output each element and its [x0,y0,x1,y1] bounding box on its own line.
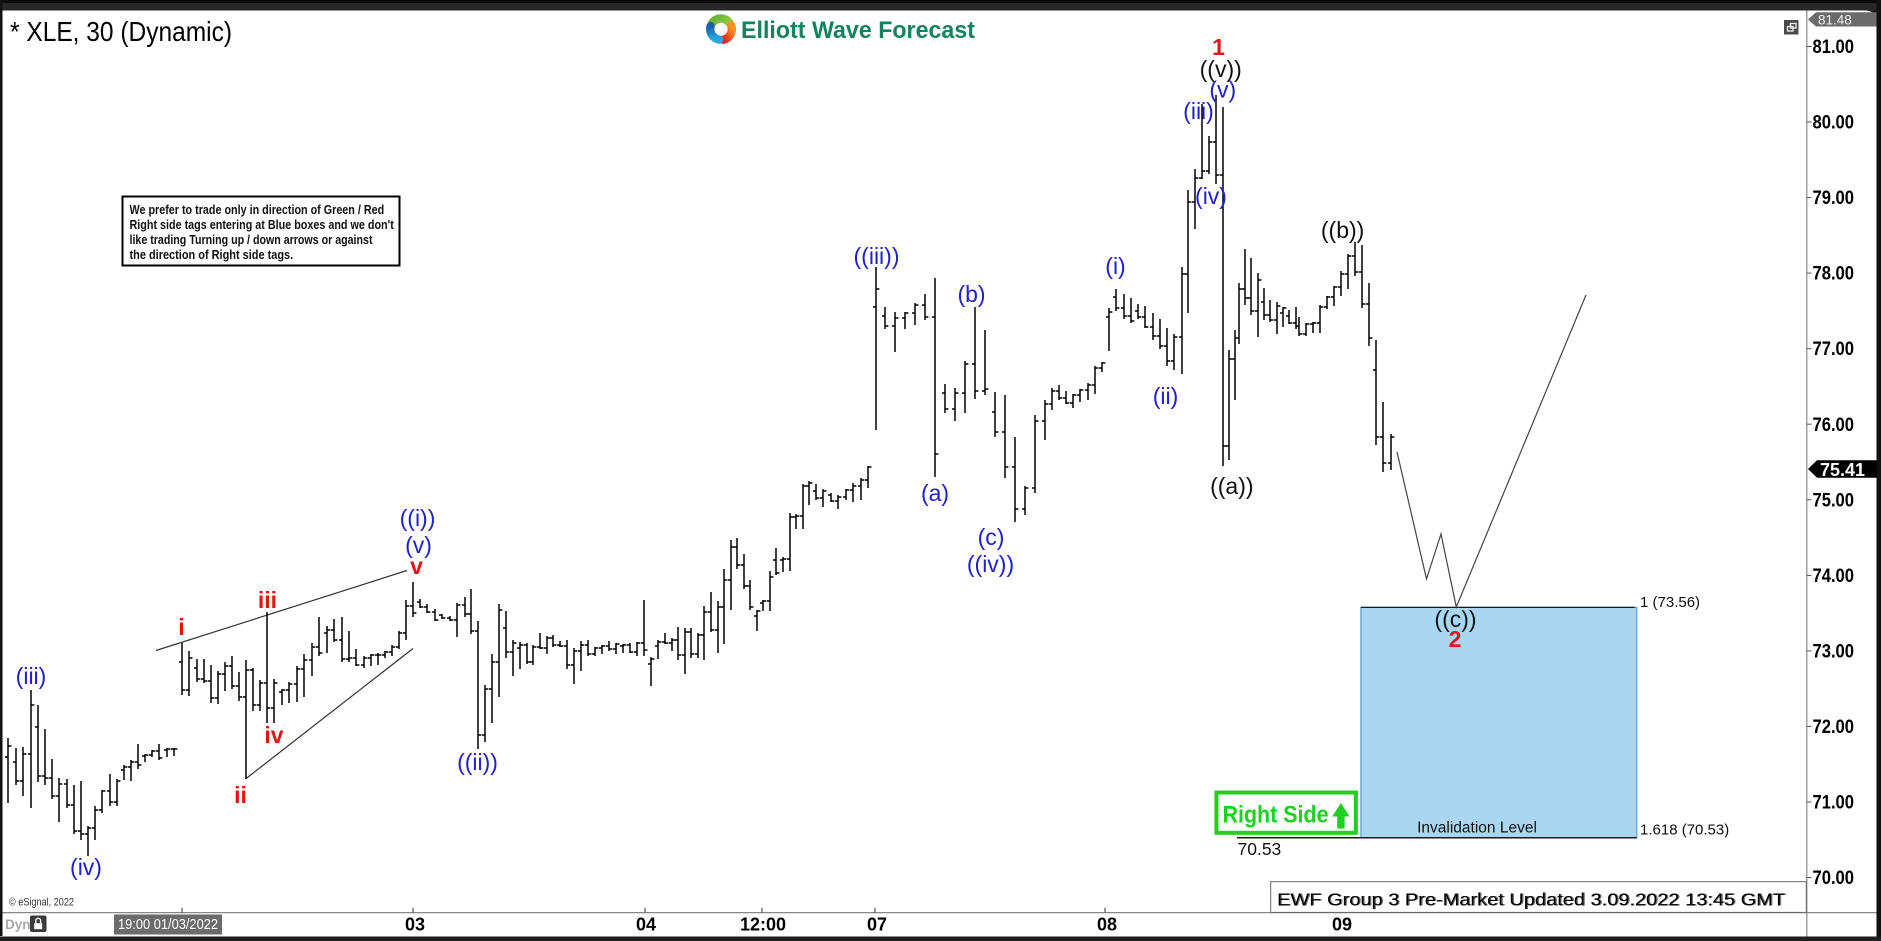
svg-text:((i)): ((i)) [400,505,436,531]
svg-text:Elliott Wave Forecast: Elliott Wave Forecast [741,17,975,44]
svg-text:78.00: 78.00 [1813,264,1855,285]
svg-text:((c)): ((c)) [1434,606,1476,632]
svg-text:(iii): (iii) [16,663,47,689]
svg-text:Right side tags entering at Bl: Right side tags entering at Blue boxes a… [130,218,395,232]
svg-text:73.00: 73.00 [1813,641,1855,662]
svg-text:(a): (a) [921,480,949,506]
svg-text:76.00: 76.00 [1813,415,1855,436]
svg-text:((iii)): ((iii)) [854,243,900,269]
svg-text:77.00: 77.00 [1813,339,1855,360]
svg-text:1: 1 [1212,34,1225,60]
svg-text:EWF Group 3 Pre-Market Updated: EWF Group 3 Pre-Market Updated 3.09.2022… [1278,890,1786,910]
svg-text:EWF Group 3 Pre-Market Updated: EWF Group 3 Pre-Market Updated 3.09.2022… [1277,890,1785,910]
svg-text:((b)): ((b)) [1321,217,1364,243]
svg-text:70.00: 70.00 [1813,868,1855,889]
svg-text:i: i [178,614,184,640]
svg-text:71.00: 71.00 [1813,793,1855,814]
svg-text:ii: ii [234,782,247,808]
svg-text:((v)): ((v)) [1200,56,1242,82]
svg-text:iv: iv [264,722,283,748]
svg-text:(c): (c) [978,524,1005,550]
svg-text:((iv)): ((iv)) [967,551,1014,577]
svg-text:81.48: 81.48 [1818,13,1852,28]
svg-text:iii: iii [258,587,277,613]
svg-text:like trading Turning up / down: like trading Turning up / down arrows or… [130,233,374,247]
svg-text:04: 04 [636,915,656,935]
svg-text:74.00: 74.00 [1813,566,1855,587]
svg-text:07: 07 [867,915,887,935]
svg-text:((ii)): ((ii)) [457,749,498,775]
svg-text:19:00 01/03/2022: 19:00 01/03/2022 [118,917,218,933]
svg-text:70.53: 70.53 [1238,839,1282,859]
svg-text:80.00: 80.00 [1813,113,1855,134]
svg-text:(v): (v) [405,532,432,558]
svg-text:75.41: 75.41 [1820,460,1865,480]
svg-text:2: 2 [1449,626,1462,652]
svg-text:Invalidation Level: Invalidation Level [1417,820,1537,837]
svg-text:(i): (i) [1105,253,1125,279]
svg-text:(b): (b) [957,281,985,307]
svg-text:Dyn: Dyn [5,917,31,932]
svg-text:08: 08 [1097,915,1117,935]
svg-text:((a)): ((a)) [1210,473,1253,499]
svg-text:(iii): (iii) [1183,98,1214,124]
svg-text:(ii): (ii) [1153,383,1179,409]
svg-text:(iv): (iv) [70,854,102,880]
svg-text:Right Side: Right Side [1223,802,1329,829]
svg-text:75.00: 75.00 [1813,490,1855,511]
svg-text:* XLE, 30 (Dynamic): * XLE, 30 (Dynamic) [10,16,232,47]
svg-text:1.618 (70.53): 1.618 (70.53) [1640,822,1729,839]
svg-text:12:00: 12:00 [740,915,786,935]
svg-text:09: 09 [1332,915,1352,935]
svg-text:72.00: 72.00 [1813,717,1855,738]
svg-text:© eSignal, 2022: © eSignal, 2022 [9,897,74,909]
svg-text:03: 03 [405,915,425,935]
svg-text:We prefer to trade only in dir: We prefer to trade only in direction of … [130,203,385,217]
svg-text:(v): (v) [1209,77,1236,103]
svg-text:v: v [410,553,423,579]
svg-text:the direction of Right side ta: the direction of Right side tags. [130,248,294,262]
svg-text:(iv): (iv) [1195,183,1227,209]
svg-text:1 (73.56): 1 (73.56) [1640,594,1700,611]
svg-text:79.00: 79.00 [1813,188,1855,209]
svg-text:81.00: 81.00 [1813,37,1855,58]
